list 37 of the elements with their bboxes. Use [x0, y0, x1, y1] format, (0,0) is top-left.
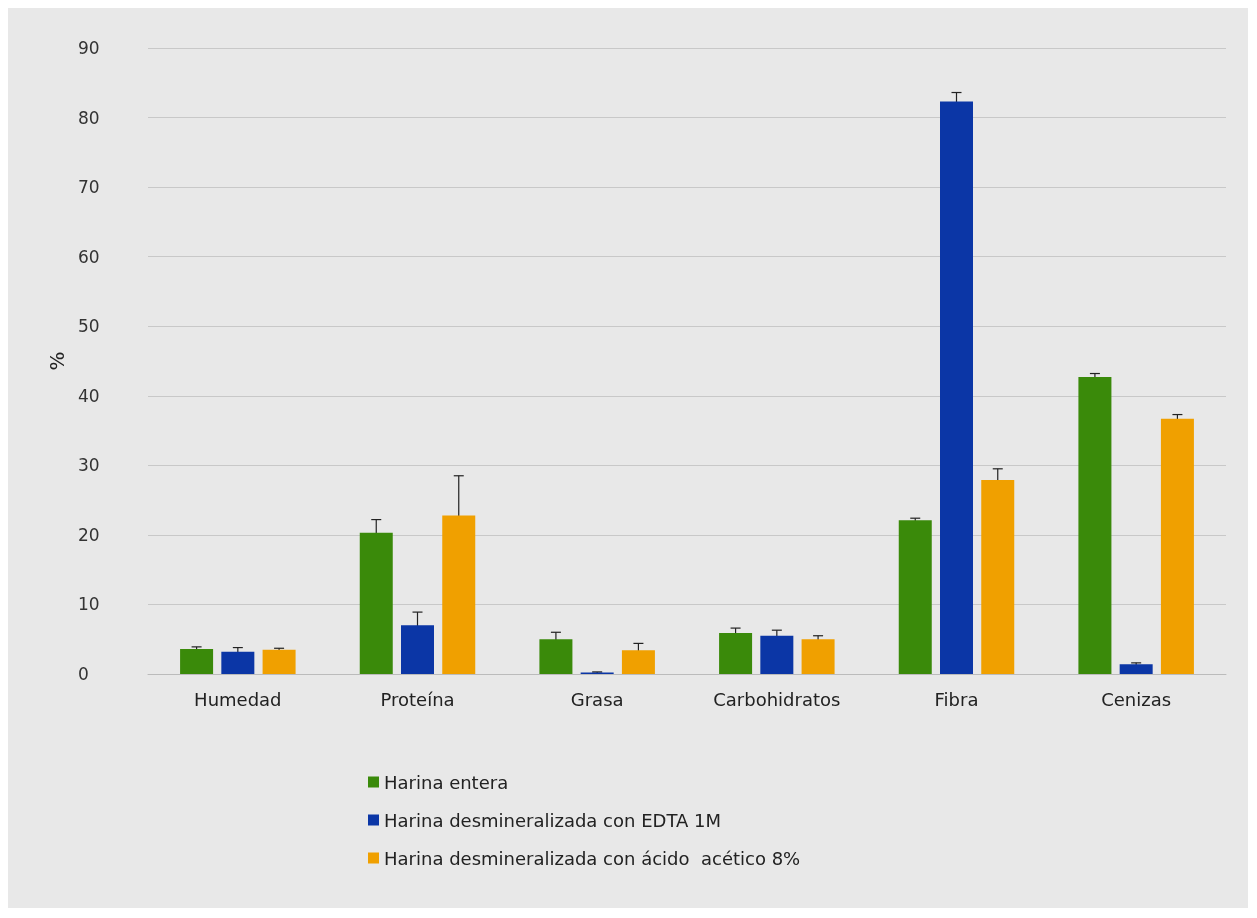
- bar: [539, 639, 573, 674]
- y-tick-label: 30: [78, 455, 100, 476]
- y-tick-label: 60: [78, 246, 100, 267]
- y-tick-label: 40: [78, 385, 100, 406]
- bar: [221, 651, 255, 674]
- bar: [180, 648, 214, 674]
- bar: [621, 650, 655, 674]
- y-tick-label: 50: [78, 316, 100, 337]
- bar: [262, 649, 296, 674]
- bar: [719, 632, 753, 674]
- y-tick-label: 90: [78, 38, 100, 58]
- y-tick-label: 20: [78, 524, 100, 545]
- bar: [981, 479, 1015, 674]
- y-tick-label: 0: [78, 664, 89, 684]
- x-tick-label: Fibra: [934, 688, 979, 710]
- y-tick-label: 70: [78, 177, 100, 198]
- bar: [940, 101, 973, 674]
- x-tick-label: Cenizas: [1101, 688, 1172, 710]
- bar: [1119, 664, 1153, 674]
- bar: [760, 635, 794, 674]
- legend-label: Harina desmineralizada con EDTA 1M: [384, 809, 721, 831]
- legend-label: Harina desmineralizada con ácido acético 8%: [384, 847, 801, 869]
- bar: [359, 532, 393, 674]
- y-tick-label: 10: [78, 594, 100, 615]
- y-axis-title: %: [45, 351, 70, 371]
- x-tick-label: Grasa: [570, 688, 624, 710]
- bar: [898, 520, 932, 674]
- x-tick-label: Carbohidratos: [713, 688, 841, 710]
- bar: [1078, 377, 1112, 674]
- bar: [401, 625, 434, 674]
- legend-label: Harina entera: [384, 771, 509, 793]
- bar: [801, 639, 835, 674]
- y-tick-label: 80: [78, 107, 100, 128]
- bar: [442, 515, 476, 674]
- x-tick-label: Humedad: [194, 688, 282, 710]
- bar: [1160, 418, 1194, 674]
- x-tick-label: Proteína: [380, 688, 455, 710]
